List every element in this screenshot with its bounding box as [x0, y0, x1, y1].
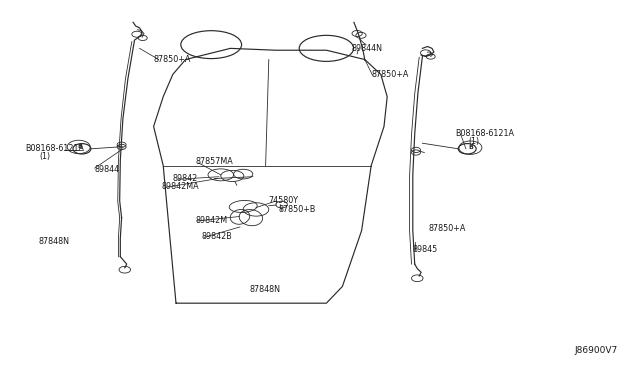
Text: J86900V7: J86900V7	[574, 346, 618, 355]
Text: 89844: 89844	[95, 165, 120, 174]
Text: B: B	[468, 145, 473, 150]
Text: 89845: 89845	[413, 245, 438, 254]
Text: 87848N: 87848N	[38, 237, 69, 246]
Text: 89844N: 89844N	[352, 44, 383, 53]
Text: 87850+A: 87850+A	[371, 70, 408, 79]
Text: 89842M: 89842M	[195, 216, 227, 225]
Text: 89842: 89842	[173, 174, 198, 183]
Text: 87850+A: 87850+A	[154, 55, 191, 64]
Text: (1): (1)	[40, 152, 51, 161]
Text: 87850+A: 87850+A	[429, 224, 466, 233]
Text: 74580Y: 74580Y	[269, 196, 299, 205]
Text: 89842MA: 89842MA	[161, 182, 199, 191]
Text: 87857MA: 87857MA	[195, 157, 233, 166]
Text: 89842B: 89842B	[202, 232, 232, 241]
Text: B: B	[77, 144, 82, 150]
Text: B08168-6121A: B08168-6121A	[456, 129, 515, 138]
Text: (1): (1)	[468, 137, 479, 146]
Text: B08168-6121A: B08168-6121A	[26, 144, 84, 153]
Text: 87848N: 87848N	[250, 285, 280, 294]
Text: 87850+B: 87850+B	[278, 205, 316, 214]
